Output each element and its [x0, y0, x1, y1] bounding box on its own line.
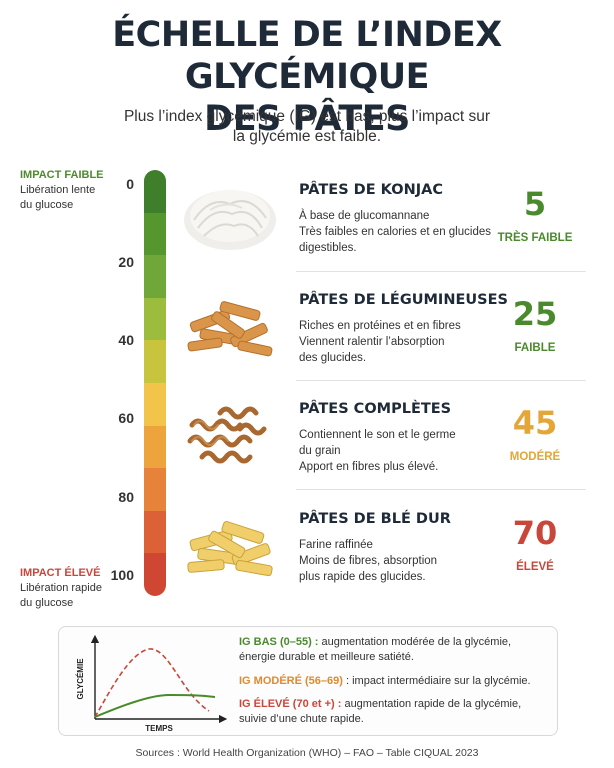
- item-desc-line: À base de glucomannane: [299, 210, 430, 222]
- item-desc-line: Viennent ralentir l’absorption: [299, 336, 445, 348]
- legend-low-title: IG BAS (0–55) :: [239, 636, 319, 648]
- glycemic-scale-bar: [144, 170, 166, 596]
- item-description: Contiennent le son et le germe du grain …: [299, 427, 499, 475]
- divider: [296, 380, 586, 381]
- legend-box: GLYCÉMIE TEMPS IG BAS (0–55) : augmentat…: [58, 626, 558, 736]
- konjac-noodles-image: [184, 190, 276, 250]
- impact-high-line-1: Libération rapide: [20, 582, 102, 594]
- item-desc-line: Riches en protéines et en fibres: [299, 320, 461, 332]
- pasta-item-konjac: PÂTES DE KONJAC À base de glucomannane T…: [180, 170, 586, 274]
- item-description: Riches en protéines et en fibres Viennen…: [299, 318, 499, 366]
- legend-high-title: IG ÉLEVÉ (70 et +) :: [239, 698, 342, 710]
- scale-segment-7: [144, 468, 166, 511]
- impact-low-line-2: du glucose: [20, 199, 74, 211]
- scale-tick-80: 80: [118, 489, 134, 505]
- legend-high-gi: IG ÉLEVÉ (70 et +) : augmentation rapide…: [239, 697, 539, 727]
- impact-low-label: IMPACT FAIBLE Libération lente du glucos…: [20, 168, 104, 213]
- impact-high-title: IMPACT ÉLEVÉ: [20, 567, 101, 579]
- legend-low-text: augmentation modérée de la glycémie,: [318, 636, 512, 648]
- item-gi-score: 45: [512, 404, 558, 442]
- divider: [296, 271, 586, 272]
- wholewheat-fusilli-image: [187, 406, 267, 464]
- item-name: PÂTES COMPLÈTES: [299, 401, 452, 417]
- item-name: PÂTES DE KONJAC: [299, 182, 443, 198]
- item-desc-line: des glucides.: [299, 352, 367, 364]
- scale-segment-2: [144, 255, 166, 298]
- sources-footer: Sources : World Health Organization (WHO…: [135, 747, 479, 759]
- scale-tick-20: 20: [118, 254, 134, 270]
- title-line-2: DES PÂTES: [204, 99, 410, 139]
- scale-segment-1: [144, 212, 166, 256]
- scale-tick-100: 100: [110, 567, 134, 583]
- item-desc-line: digestibles.: [299, 242, 357, 254]
- item-description: Farine raffinée Moins de fibres, absorpt…: [299, 537, 499, 585]
- item-gi-score: 5: [523, 185, 547, 223]
- item-gi-score: 25: [512, 295, 558, 333]
- scale-segment-8: [144, 510, 166, 554]
- scale-segment-3: [144, 297, 166, 341]
- item-name: PÂTES DE BLÉ DUR: [299, 511, 451, 527]
- impact-low-line-1: Libération lente: [20, 184, 96, 196]
- pasta-item-ble-dur: PÂTES DE BLÉ DUR Farine raffinée Moins d…: [180, 499, 586, 603]
- legume-penne-image: [187, 301, 273, 357]
- item-description: À base de glucomannane Très faibles en c…: [299, 208, 499, 256]
- pasta-item-completes: PÂTES COMPLÈTES Contiennent le son et le…: [180, 389, 586, 493]
- item-gi-level: FAIBLE: [514, 342, 556, 354]
- item-desc-line: Apport en fibres plus élevé.: [299, 461, 439, 473]
- item-desc-line: Farine raffinée: [299, 539, 373, 551]
- title-line-1: ÉCHELLE DE L’INDEX GLYCÉMIQUE: [112, 15, 502, 97]
- scale-tick-60: 60: [118, 410, 134, 426]
- item-gi-level: ÉLEVÉ: [516, 561, 554, 573]
- subtitle-line-1: Plus l’index glycémique (IG) est bas, pl…: [123, 108, 491, 125]
- legend-high-text-2: suivie d’une chute rapide.: [239, 713, 364, 725]
- scale-segment-5: [144, 382, 166, 426]
- scale-segment-4: [144, 340, 166, 383]
- scale-segment-0: [144, 170, 166, 213]
- item-gi-score: 70: [512, 514, 558, 552]
- durum-penne-image: [187, 521, 273, 577]
- graph-x-label: TEMPS: [145, 724, 173, 733]
- glycemia-curve-graph: GLYCÉMIE TEMPS: [76, 634, 228, 733]
- graph-y-label: GLYCÉMIE: [76, 658, 85, 700]
- page-title: ÉCHELLE DE L’INDEX GLYCÉMIQUE DES PÂTES: [0, 14, 614, 140]
- legend-mid-gi: IG MODÉRÉ (56–69) : impact intermédiaire…: [239, 674, 539, 689]
- scale-tick-0: 0: [126, 176, 134, 192]
- subtitle: Plus l’index glycémique (IG) est bas, pl…: [100, 107, 514, 147]
- item-gi-level: MODÉRÉ: [509, 451, 561, 463]
- item-name: PÂTES DE LÉGUMINEUSES: [299, 292, 508, 308]
- item-desc-line: plus rapide des glucides.: [299, 571, 426, 583]
- impact-low-title: IMPACT FAIBLE: [20, 169, 104, 181]
- impact-high-line-2: du glucose: [20, 597, 74, 609]
- legend-mid-title: IG MODÉRÉ (56–69): [239, 675, 343, 687]
- legend-high-text: augmentation rapide de la glycémie,: [341, 698, 522, 710]
- legend-low-gi: IG BAS (0–55) : augmentation modérée de …: [239, 635, 539, 665]
- item-desc-line: du grain: [299, 445, 341, 457]
- scale-segment-6: [144, 425, 166, 469]
- pasta-item-legumineuses: PÂTES DE LÉGUMINEUSES Riches en protéine…: [180, 280, 586, 384]
- scale-segment-9: [144, 553, 166, 596]
- item-desc-line: Moins de fibres, absorption: [299, 555, 438, 567]
- legend-low-text-2: énergie durable et meilleure satiété.: [239, 651, 414, 663]
- item-gi-level: TRÈS FAIBLE: [497, 232, 573, 244]
- legend-mid-text: : impact intermédiaire sur la glycémie.: [342, 675, 531, 687]
- impact-high-label: IMPACT ÉLEVÉ Libération rapide du glucos…: [20, 566, 102, 611]
- scale-tick-40: 40: [118, 332, 134, 348]
- item-desc-line: Contiennent le son et le germe: [299, 429, 456, 441]
- item-desc-line: Très faibles en calories et en glucides: [299, 226, 491, 238]
- subtitle-line-2: la glycémie est faible.: [232, 128, 382, 145]
- divider: [296, 489, 586, 490]
